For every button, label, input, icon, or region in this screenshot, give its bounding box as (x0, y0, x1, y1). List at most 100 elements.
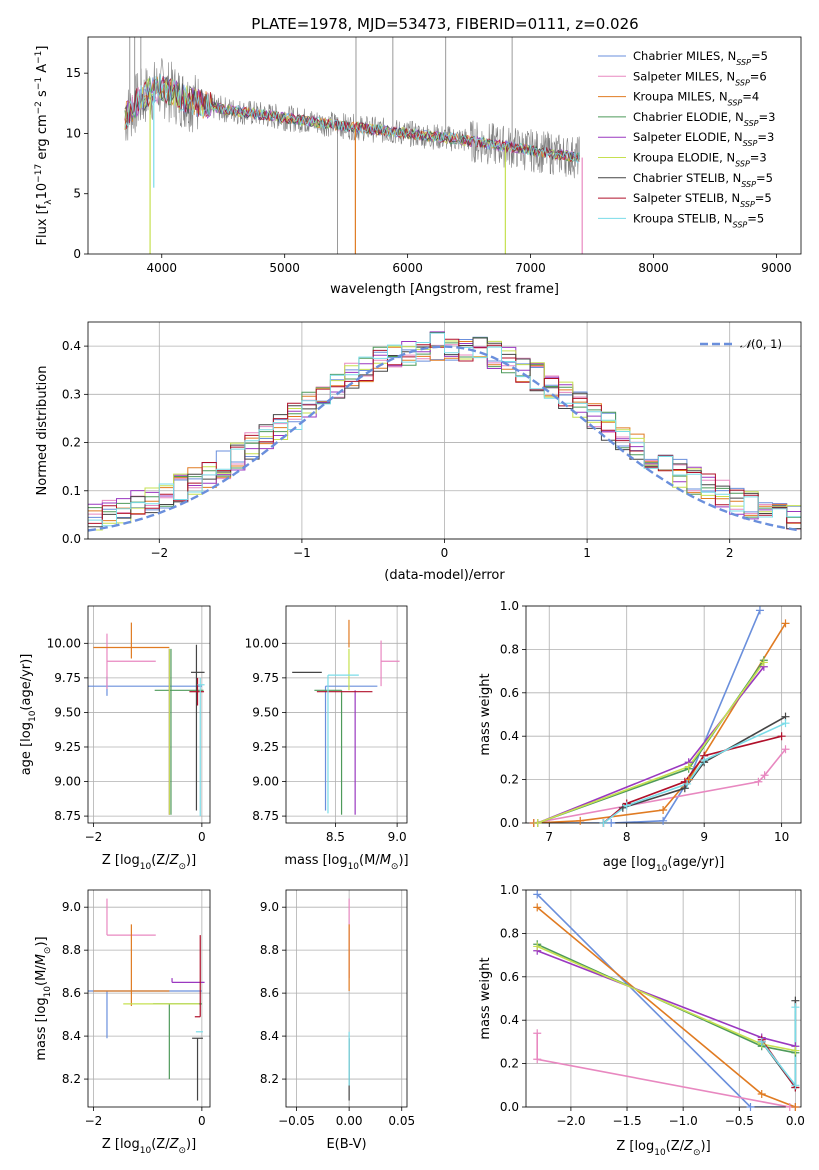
data-point-marker (781, 619, 790, 628)
x-tick-label: 10 (774, 830, 789, 844)
legend-entry: Kroupa STELIB, NSSP=5 (633, 211, 764, 229)
x-tick-label: 1 (583, 546, 591, 560)
y-tick-label: 9.75 (252, 671, 279, 685)
data-point-marker (777, 732, 786, 741)
axis-label-part: 10 (28, 710, 38, 722)
residual-histogram (88, 332, 801, 527)
cumulative-mass-line (533, 609, 761, 823)
axis-label-part: λ (44, 199, 54, 205)
axis-label-part: (M/ (359, 853, 380, 868)
y-tick-label: 0.3 (62, 387, 81, 401)
axis-label-part: )] (34, 936, 49, 946)
y-axis-label: mass [log10(M/M⊙)] (34, 936, 53, 1060)
axes-frame (285, 889, 408, 1108)
model-spectrum-line (124, 76, 580, 163)
y-tick-label: 9.50 (54, 705, 81, 719)
data-point-marker (757, 1089, 766, 1098)
data-point-marker (533, 1055, 542, 1064)
axis-label-part: (M/ (34, 965, 49, 986)
axis-label-part: )] (701, 1139, 711, 1154)
axis-label-part: Z [ (102, 853, 120, 868)
legend-model-name: Kroupa STELIB, N (633, 211, 733, 225)
axes-frame (87, 605, 211, 824)
y-tick-label: 0.6 (500, 970, 519, 984)
y-tick-label: 0.0 (500, 1100, 519, 1114)
axis-label-part: M (380, 853, 391, 868)
cumulative-mass-line (536, 1033, 796, 1107)
axis-label-part: Z (169, 853, 180, 868)
y-axis-label: mass weight (478, 957, 493, 1039)
residuals-panel: −2 −1 0 1 2 0.0 0.1 0.2 0.3 0.4 (data-model)/error… (35, 321, 802, 583)
x-axis-label: mass [log10(M/M⊙)] (284, 853, 408, 872)
plot-area (533, 609, 787, 823)
legend-subscript: SSP (735, 78, 750, 87)
legend-subscript: SSP (741, 179, 756, 188)
axis-label-part: s (35, 90, 50, 101)
x-tick-label: 0.05 (388, 1114, 415, 1128)
y-tick-label: 0.2 (500, 773, 519, 787)
y-tick-label: 0.4 (500, 1013, 519, 1027)
data-point-marker (576, 816, 585, 825)
figure-title: PLATE=1978, MJD=53473, FIBERID=0111, z=0… (251, 15, 638, 33)
x-tick-label: 4000 (146, 261, 177, 275)
y-tick-label: 9.0 (62, 900, 81, 914)
y-tick-label: 0.4 (62, 339, 81, 353)
axis-label-part: mass [ (34, 1017, 49, 1060)
axes-frame (87, 889, 211, 1108)
grid-lines (526, 889, 801, 1108)
cumulative-mass-line (533, 748, 787, 823)
legend-model-name: Chabrier STELIB, N (633, 171, 741, 185)
y-tick-label: 8.6 (62, 986, 81, 1000)
axes-frame (285, 605, 408, 824)
axis-label-part: A (35, 64, 50, 77)
axis-label-part: )] (186, 853, 196, 868)
legend-subscript: SSP (740, 200, 755, 209)
x-tick-label: −2 (85, 1114, 103, 1128)
x-tick-label: 5000 (269, 261, 300, 275)
axis-label-part: log (634, 1139, 654, 1154)
observed-spectrum-line (124, 58, 580, 179)
data-point-marker (622, 801, 631, 810)
spectrum-panel: 4000 5000 6000 7000 8000 9000 0 5 10 15 wavelength… (34, 36, 802, 297)
x-tick-label: 9000 (761, 261, 792, 275)
x-tick-label: −1.5 (612, 1114, 641, 1128)
data-point-marker (791, 1003, 800, 1012)
x-axis-label: Z [log10(Z/Z⊙)] (102, 1137, 196, 1156)
data-point-marker (700, 756, 709, 765)
y-tick-label: 1.0 (500, 599, 519, 613)
axis-label-part: 10 (35, 183, 50, 200)
data-point-marker (757, 1037, 766, 1046)
legend-model-name: Chabrier MILES, N (633, 49, 736, 63)
y-tick-label: 8.6 (260, 986, 279, 1000)
axis-label-part: (Z/ (151, 1137, 170, 1152)
legend-nssp: =3 (759, 110, 776, 124)
y-tick-label: 8.2 (260, 1072, 279, 1086)
legend-nssp: =3 (757, 130, 774, 144)
cumulative-mass-line (536, 950, 796, 1047)
legend-subscript: SSP (733, 220, 748, 229)
axis-label-part: log (120, 853, 140, 868)
legend-nssp: =3 (750, 151, 767, 165)
axis-label-part: age [ (603, 855, 636, 870)
axis-label-part: log (120, 1137, 140, 1152)
legend-subscript: SSP (736, 58, 751, 67)
legend-subscript: SSP (743, 139, 758, 148)
data-point-marker (781, 745, 790, 754)
x-tick-label: 6000 (392, 261, 423, 275)
y-axis-label: Flux [fλ10−17 erg cm−2 s−1 A−1] (34, 46, 54, 246)
axes-frame (87, 36, 802, 255)
axis-label-part: Flux [f (35, 204, 50, 245)
x-tick-label: 0.0 (786, 1114, 805, 1128)
x-tick-label: −2.0 (556, 1114, 585, 1128)
data-point-marker (781, 719, 790, 728)
model-spectrum-line (124, 74, 580, 164)
x-axis-label: (data-model)/error (384, 568, 505, 583)
data-point-marker (759, 658, 768, 667)
x-tick-label: −1 (293, 546, 311, 560)
axis-label-part: (Z/ (151, 853, 170, 868)
legend-nssp: =6 (750, 69, 767, 83)
y-tick-label: 8.2 (62, 1072, 81, 1086)
legend-entry: Kroupa ELODIE, NSSP=3 (633, 151, 767, 169)
